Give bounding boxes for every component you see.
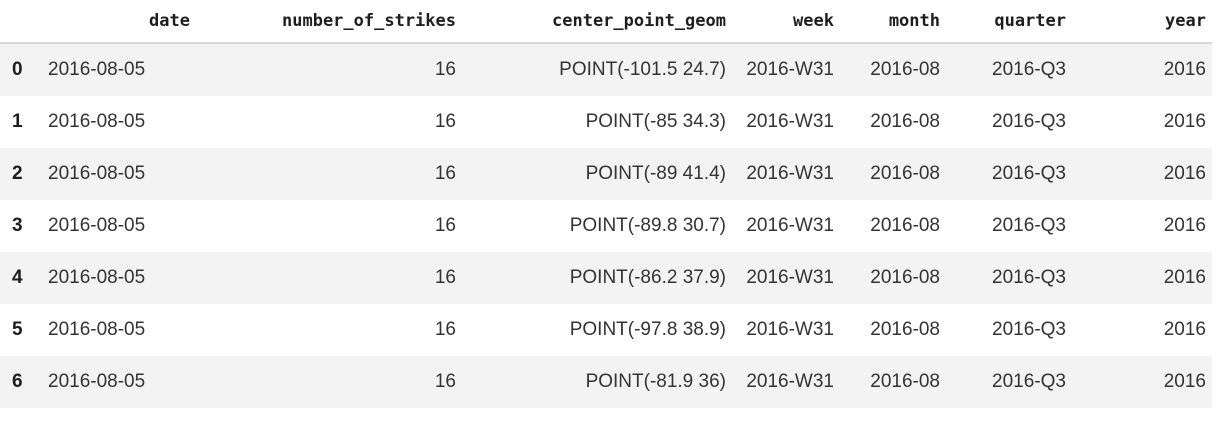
- row-index: 6: [0, 356, 46, 408]
- cell-quarter: 2016-Q3: [946, 43, 1072, 96]
- cell-year: 2016: [1072, 43, 1212, 96]
- cell-date: 2016-08-05: [46, 200, 196, 252]
- cell-week: 2016-W31: [732, 356, 840, 408]
- cell-week: 2016-W31: [732, 252, 840, 304]
- cell-center-point-geom: POINT(-85 34.3): [462, 96, 732, 148]
- header-month: month: [840, 0, 946, 44]
- header-index: [0, 0, 46, 44]
- cell-date: 2016-08-05: [46, 304, 196, 356]
- cell-month: 2016-08: [840, 96, 946, 148]
- cell-quarter: 2016-Q3: [946, 304, 1072, 356]
- table-row: 1 2016-08-05 16 POINT(-85 34.3) 2016-W31…: [0, 96, 1212, 148]
- cell-month: 2016-08: [840, 148, 946, 200]
- cell-week: 2016-W31: [732, 43, 840, 96]
- row-index: 5: [0, 304, 46, 356]
- dataframe-table: date number_of_strikes center_point_geom…: [0, 0, 1212, 408]
- row-index: 3: [0, 200, 46, 252]
- cell-center-point-geom: POINT(-101.5 24.7): [462, 43, 732, 96]
- cell-quarter: 2016-Q3: [946, 356, 1072, 408]
- table-row: 6 2016-08-05 16 POINT(-81.9 36) 2016-W31…: [0, 356, 1212, 408]
- cell-date: 2016-08-05: [46, 252, 196, 304]
- cell-number-of-strikes: 16: [196, 43, 462, 96]
- cell-year: 2016: [1072, 148, 1212, 200]
- cell-center-point-geom: POINT(-86.2 37.9): [462, 252, 732, 304]
- cell-week: 2016-W31: [732, 148, 840, 200]
- header-quarter: quarter: [946, 0, 1072, 44]
- cell-number-of-strikes: 16: [196, 148, 462, 200]
- cell-year: 2016: [1072, 96, 1212, 148]
- cell-month: 2016-08: [840, 304, 946, 356]
- cell-number-of-strikes: 16: [196, 252, 462, 304]
- cell-week: 2016-W31: [732, 96, 840, 148]
- cell-center-point-geom: POINT(-89.8 30.7): [462, 200, 732, 252]
- cell-quarter: 2016-Q3: [946, 96, 1072, 148]
- cell-quarter: 2016-Q3: [946, 148, 1072, 200]
- table-row: 2 2016-08-05 16 POINT(-89 41.4) 2016-W31…: [0, 148, 1212, 200]
- cell-year: 2016: [1072, 200, 1212, 252]
- cell-date: 2016-08-05: [46, 43, 196, 96]
- header-row: date number_of_strikes center_point_geom…: [0, 0, 1212, 44]
- cell-center-point-geom: POINT(-89 41.4): [462, 148, 732, 200]
- table-row: 3 2016-08-05 16 POINT(-89.8 30.7) 2016-W…: [0, 200, 1212, 252]
- cell-year: 2016: [1072, 356, 1212, 408]
- cell-year: 2016: [1072, 304, 1212, 356]
- cell-week: 2016-W31: [732, 304, 840, 356]
- cell-month: 2016-08: [840, 252, 946, 304]
- table-row: 0 2016-08-05 16 POINT(-101.5 24.7) 2016-…: [0, 43, 1212, 96]
- cell-date: 2016-08-05: [46, 96, 196, 148]
- cell-center-point-geom: POINT(-81.9 36): [462, 356, 732, 408]
- cell-quarter: 2016-Q3: [946, 200, 1072, 252]
- row-index: 2: [0, 148, 46, 200]
- cell-center-point-geom: POINT(-97.8 38.9): [462, 304, 732, 356]
- header-year: year: [1072, 0, 1212, 44]
- cell-number-of-strikes: 16: [196, 304, 462, 356]
- row-index: 4: [0, 252, 46, 304]
- table-row: 4 2016-08-05 16 POINT(-86.2 37.9) 2016-W…: [0, 252, 1212, 304]
- cell-number-of-strikes: 16: [196, 356, 462, 408]
- cell-year: 2016: [1072, 252, 1212, 304]
- cell-quarter: 2016-Q3: [946, 252, 1072, 304]
- header-number-of-strikes: number_of_strikes: [196, 0, 462, 44]
- header-center-point-geom: center_point_geom: [462, 0, 732, 44]
- header-week: week: [732, 0, 840, 44]
- cutoff-mask: [0, 414, 1220, 432]
- row-index: 0: [0, 43, 46, 96]
- cell-month: 2016-08: [840, 356, 946, 408]
- cell-number-of-strikes: 16: [196, 96, 462, 148]
- row-index: 1: [0, 96, 46, 148]
- cell-date: 2016-08-05: [46, 148, 196, 200]
- cell-number-of-strikes: 16: [196, 200, 462, 252]
- table-row: 5 2016-08-05 16 POINT(-97.8 38.9) 2016-W…: [0, 304, 1212, 356]
- cell-month: 2016-08: [840, 43, 946, 96]
- header-date: date: [46, 0, 196, 44]
- cell-week: 2016-W31: [732, 200, 840, 252]
- cell-date: 2016-08-05: [46, 356, 196, 408]
- cell-month: 2016-08: [840, 200, 946, 252]
